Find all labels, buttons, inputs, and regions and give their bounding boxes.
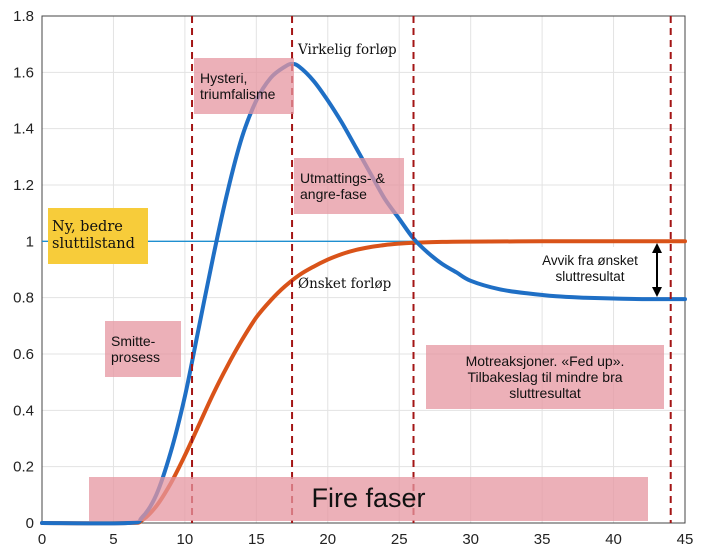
annotation-avvik: Avvik fra ønsket sluttresultat bbox=[531, 247, 649, 291]
y-tick-label: 1 bbox=[26, 233, 34, 250]
y-tick-label: 0.2 bbox=[13, 459, 34, 476]
y-tick-label: 1.6 bbox=[13, 64, 34, 81]
x-tick-label: 30 bbox=[462, 531, 479, 548]
annotation-hysteri: Hysteri, triumfalisme bbox=[194, 58, 294, 114]
series-line-0 bbox=[40, 61, 687, 526]
x-tick-label: 10 bbox=[177, 531, 194, 548]
deviation-arrow-head-top bbox=[652, 243, 662, 253]
annotation-utmatting: Utmattings- & angre-fase bbox=[294, 158, 404, 214]
x-tick-label: 35 bbox=[534, 531, 551, 548]
plot-frame bbox=[41, 15, 686, 524]
y-axis-ticks: 0 0.2 0.4 0.6 0.8 1 1.2 1.4 1.6 1.8 bbox=[13, 8, 34, 532]
x-axis-ticks: 0 5 10 15 20 25 30 35 40 45 bbox=[38, 531, 694, 548]
annotation-ny-bedre-sluttilstand: Ny, bedre sluttilstand bbox=[48, 208, 148, 264]
x-tick-label: 20 bbox=[319, 531, 336, 548]
annotation-smitte: Smitte-prosess bbox=[105, 321, 181, 377]
x-tick-label: 15 bbox=[248, 531, 265, 548]
x-tick-label: 25 bbox=[391, 531, 408, 548]
y-tick-label: 0 bbox=[26, 515, 34, 532]
annotation-fire-faser: Fire faser bbox=[89, 477, 648, 521]
y-tick-label: 1.8 bbox=[13, 8, 34, 25]
annotation-motreaksjoner: Motreaksjoner. «Fed up». Tilbakeslag til… bbox=[426, 345, 664, 409]
y-tick-label: 1.4 bbox=[13, 121, 34, 138]
label-onsket-forlop: Ønsket forløp bbox=[298, 276, 392, 292]
deviation-arrow-head-bottom bbox=[652, 287, 662, 297]
x-tick-label: 45 bbox=[677, 531, 694, 548]
x-tick-label: 40 bbox=[605, 531, 622, 548]
y-tick-label: 0.8 bbox=[13, 290, 34, 307]
deviation-arrow bbox=[652, 243, 662, 297]
y-tick-label: 0.6 bbox=[13, 346, 34, 363]
label-virkelig-forlop: Virkelig forløp bbox=[298, 42, 397, 58]
x-tick-label: 5 bbox=[109, 531, 117, 548]
y-tick-label: 1.2 bbox=[13, 177, 34, 194]
y-tick-label: 0.4 bbox=[13, 402, 34, 419]
x-tick-label: 0 bbox=[38, 531, 46, 548]
